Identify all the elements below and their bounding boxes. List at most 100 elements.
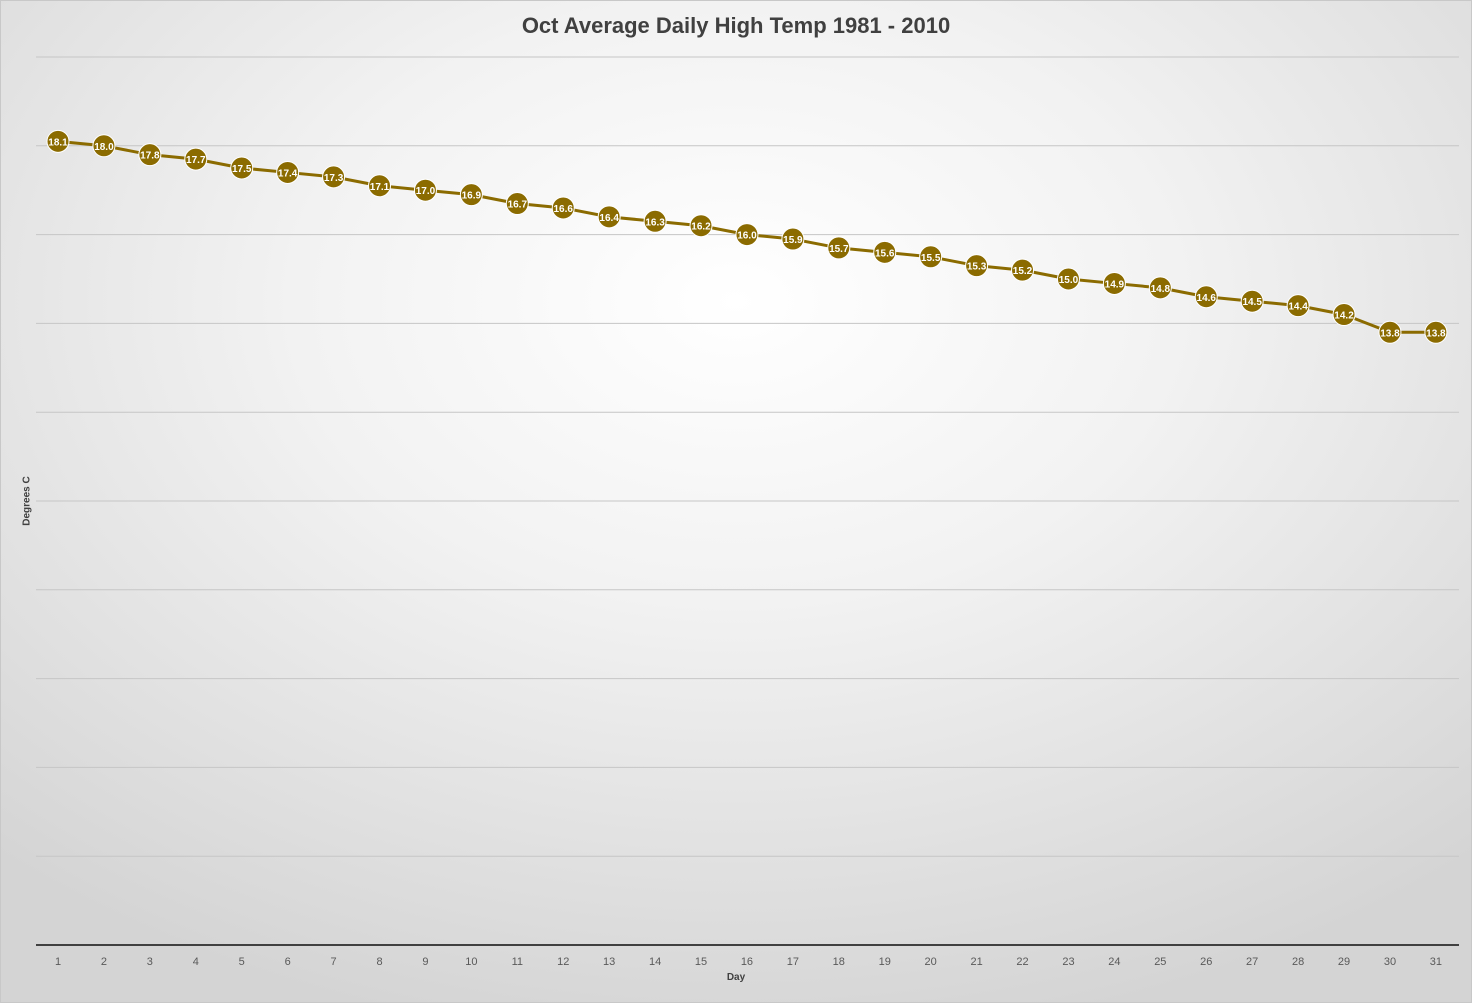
x-tick-label: 27	[1246, 956, 1258, 968]
data-label: 15.3	[967, 262, 987, 273]
data-point-marker	[1332, 303, 1356, 327]
data-point-marker	[781, 227, 805, 251]
data-point-marker	[459, 183, 483, 207]
data-label: 15.5	[921, 253, 941, 264]
data-label: 14.5	[1242, 297, 1262, 308]
x-tick-label: 15	[695, 956, 707, 968]
data-point-marker	[1056, 267, 1080, 291]
data-point-marker	[873, 240, 897, 264]
data-label: 17.1	[370, 182, 390, 193]
x-tick-label: 29	[1338, 956, 1350, 968]
data-point-marker	[597, 205, 621, 229]
x-tick-label: 21	[970, 956, 982, 968]
x-tick-label: 1	[55, 956, 61, 968]
x-tick-label: 23	[1062, 956, 1074, 968]
x-tick-label: 26	[1200, 956, 1212, 968]
x-tick-label: 6	[285, 956, 291, 968]
data-point-marker	[1378, 320, 1402, 344]
data-point-marker	[184, 147, 208, 171]
x-axis-title: Day	[726, 972, 746, 983]
x-tick-label: 28	[1292, 956, 1304, 968]
data-point-marker	[413, 178, 437, 202]
data-point-marker	[827, 236, 851, 260]
data-label: 13.8	[1426, 328, 1446, 339]
data-point-marker	[919, 245, 943, 269]
data-label: 15.9	[783, 235, 803, 246]
data-point-marker	[1102, 271, 1126, 295]
data-point-marker	[368, 174, 392, 198]
x-tick-label: 25	[1154, 956, 1166, 968]
x-tick-label: 14	[649, 956, 661, 968]
data-label: 13.8	[1380, 328, 1400, 339]
data-label: 16.4	[599, 213, 619, 224]
data-label: 15.7	[829, 244, 849, 255]
data-label: 14.9	[1105, 279, 1125, 290]
data-label: 18.1	[48, 137, 68, 148]
data-label: 16.0	[737, 231, 757, 242]
x-tick-label: 2	[101, 956, 107, 968]
data-point-marker	[1011, 258, 1035, 282]
x-tick-label: 17	[787, 956, 799, 968]
x-tick-label: 5	[239, 956, 245, 968]
data-point-marker	[1148, 276, 1172, 300]
data-point-marker	[965, 254, 989, 278]
data-label: 17.4	[278, 168, 298, 179]
x-tick-label: 19	[879, 956, 891, 968]
data-label: 16.2	[691, 222, 711, 233]
data-label: 15.0	[1059, 275, 1079, 286]
x-tick-label: 4	[193, 956, 199, 968]
x-tick-label: 24	[1108, 956, 1120, 968]
x-tick-label: 18	[833, 956, 845, 968]
x-tick-label: 11	[512, 956, 523, 968]
data-point-marker	[322, 165, 346, 189]
data-point-marker	[230, 156, 254, 180]
data-point-marker	[1286, 294, 1310, 318]
data-label: 14.4	[1288, 302, 1308, 313]
data-label: 16.3	[645, 217, 665, 228]
data-label: 16.6	[553, 204, 573, 215]
chart-title: Oct Average Daily High Temp 1981 - 2010	[521, 13, 951, 38]
data-label: 16.7	[508, 200, 528, 211]
data-label: 15.2	[1013, 266, 1033, 277]
data-label: 15.6	[875, 248, 895, 259]
data-point-marker	[689, 214, 713, 238]
data-point-marker	[735, 223, 759, 247]
x-tick-label: 30	[1384, 956, 1396, 968]
data-point-marker	[1240, 289, 1264, 313]
data-point-marker	[138, 143, 162, 167]
data-label: 17.7	[186, 155, 206, 166]
data-label: 18.0	[94, 142, 114, 153]
data-label: 17.8	[140, 151, 160, 162]
data-label: 17.0	[416, 186, 436, 197]
data-label: 14.8	[1151, 284, 1171, 295]
data-label: 17.5	[232, 164, 252, 175]
x-tick-label: 7	[331, 956, 337, 968]
x-tick-label: 10	[465, 956, 477, 968]
x-tick-label: 12	[557, 956, 569, 968]
data-point-marker	[643, 209, 667, 233]
x-tick-label: 3	[147, 956, 153, 968]
data-point-marker	[92, 134, 116, 158]
x-tick-label: 13	[603, 956, 615, 968]
x-tick-label: 9	[422, 956, 428, 968]
x-tick-label: 20	[925, 956, 937, 968]
data-label: 14.6	[1197, 293, 1217, 304]
data-point-marker	[505, 192, 529, 216]
data-point-marker	[1194, 285, 1218, 309]
x-tick-label: 16	[741, 956, 753, 968]
data-point-marker	[276, 160, 300, 184]
data-point-marker	[1424, 320, 1448, 344]
x-axis: 1 2 3 4 5 6 7 8 9 10 11 12 13 14 15 16 17 18 19 20 21 22 23 24 2…	[36, 944, 1459, 968]
data-label: 14.2	[1334, 311, 1354, 322]
data-point-marker	[46, 129, 70, 153]
data-label: 17.3	[324, 173, 344, 184]
data-label: 16.9	[462, 191, 482, 202]
x-tick-label: 31	[1430, 956, 1442, 968]
x-tick-label: 8	[376, 956, 382, 968]
data-point-marker	[551, 196, 575, 220]
gridlines	[36, 56, 1459, 857]
data-points: 18.1 18.0 17.8 17.7 17.5 17.4 17.3 17.1 17.0 16.9…	[46, 129, 1448, 344]
x-tick-label: 22	[1016, 956, 1028, 968]
